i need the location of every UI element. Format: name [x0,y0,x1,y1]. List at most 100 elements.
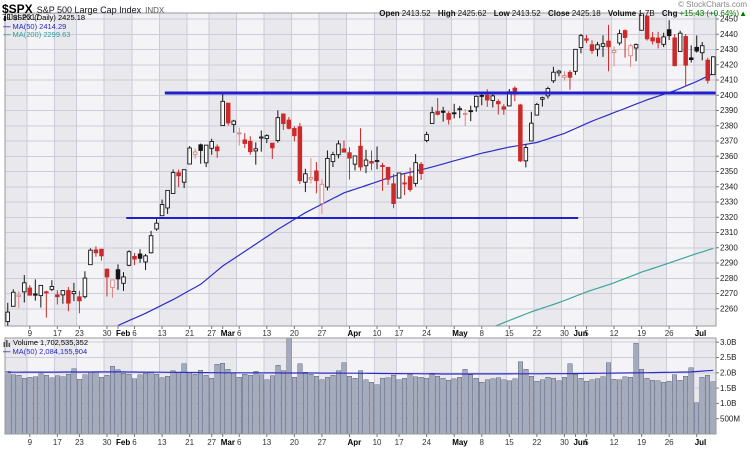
volume-bar [21,378,27,434]
candle-body [11,291,16,307]
candle-body [595,44,600,50]
volume-bar [60,376,66,434]
svg-text:Mar: Mar [221,438,235,447]
svg-text:5: 5 [584,438,589,447]
volume-bar [611,378,617,434]
candle-body [440,110,446,113]
candle-body [143,255,148,263]
candle-body [699,45,705,54]
volume-bar [32,376,38,434]
volume-bar [501,379,507,434]
svg-text:2260: 2260 [720,304,738,313]
candle-body [253,148,259,152]
volume-bar [269,375,275,434]
volume-legend-value: 1,702,535,352 [40,338,88,347]
volume-bar [297,363,303,434]
svg-text:Jul: Jul [695,329,707,338]
svg-text:8: 8 [480,438,485,447]
svg-text:30: 30 [103,329,112,338]
volume-bar [462,369,468,434]
candle-body [402,182,407,185]
chg-value: +15.43 (+0.64%) [679,9,740,18]
svg-text:13: 13 [158,329,167,338]
volume-bar [556,380,562,434]
volume-bar [54,375,60,434]
candle-body [148,235,154,254]
candle-body [600,43,606,47]
svg-text:22: 22 [532,438,541,447]
volume-bar [495,377,501,434]
volume-bar [661,382,667,434]
volume-bar [402,377,408,434]
volume-bar [710,381,716,434]
svg-text:May: May [452,438,468,447]
candle-body [358,145,363,168]
svg-text:6: 6 [132,329,137,338]
candle-body [644,15,650,40]
volume-bar [446,380,452,434]
svg-text:2.5B: 2.5B [720,353,736,362]
svg-text:17: 17 [395,329,404,338]
svg-text:19: 19 [637,329,646,338]
candle-body [209,141,214,149]
gridlines [5,13,716,434]
candle-body [341,148,347,153]
volume-ma50-line [7,369,714,375]
candle-body [352,155,358,165]
volume-bar [275,364,281,434]
candle-body [248,140,253,153]
candle-body [655,37,661,44]
candle-body [214,146,220,152]
candle-body [677,32,683,52]
volume-ma50-line-swatch: — [3,346,11,356]
volume-bar [308,373,314,434]
volume-bar [655,380,661,434]
candle-body [33,293,38,296]
volume-bar [87,371,93,434]
candle-body [385,166,391,180]
volume-bar [49,377,55,434]
candle-body [435,111,440,115]
svg-text:27: 27 [207,329,216,338]
candle-body [705,59,710,81]
candle-body [628,45,633,57]
svg-text:500M: 500M [720,414,740,423]
svg-text:2370: 2370 [720,137,738,146]
candle-body [462,112,468,115]
price-axis: 2260 2270 2280 2290 2300 2310 2320 2330 2340 2350… [716,15,738,313]
close-value: 2425.18 [571,9,601,18]
volume-bars-icon [3,340,11,348]
low-label: Low [493,9,510,18]
candle-body [181,169,187,183]
volume-bar [231,373,237,434]
svg-text:17: 17 [53,438,62,447]
candle-body [374,160,380,162]
volume-label: Volume [607,9,637,18]
volume-bar [264,379,270,434]
candle-body [159,204,165,217]
volume-bar [418,377,424,434]
volume-bar [517,361,523,434]
svg-text:2440: 2440 [720,30,738,39]
volume-bar [120,373,127,434]
svg-text:30: 30 [560,438,569,447]
volume-bar [220,362,226,434]
volume-bar [523,369,529,434]
volume-bar [694,402,700,434]
svg-text:2400: 2400 [720,91,738,100]
candle-body [567,71,573,78]
svg-text:12: 12 [610,329,619,338]
candle-body [330,154,336,163]
candle-body [672,37,677,67]
volume-bar [16,374,22,434]
volume-bar [688,367,694,434]
svg-text:Jul: Jul [695,438,707,447]
volume-bar [561,377,567,434]
volume-bar [225,368,231,434]
volume-bar [209,378,215,434]
svg-text:21: 21 [185,329,194,338]
volume-bar [291,377,297,434]
candle-body [540,97,545,100]
candle-body [5,311,11,323]
volume-bar [594,378,601,434]
